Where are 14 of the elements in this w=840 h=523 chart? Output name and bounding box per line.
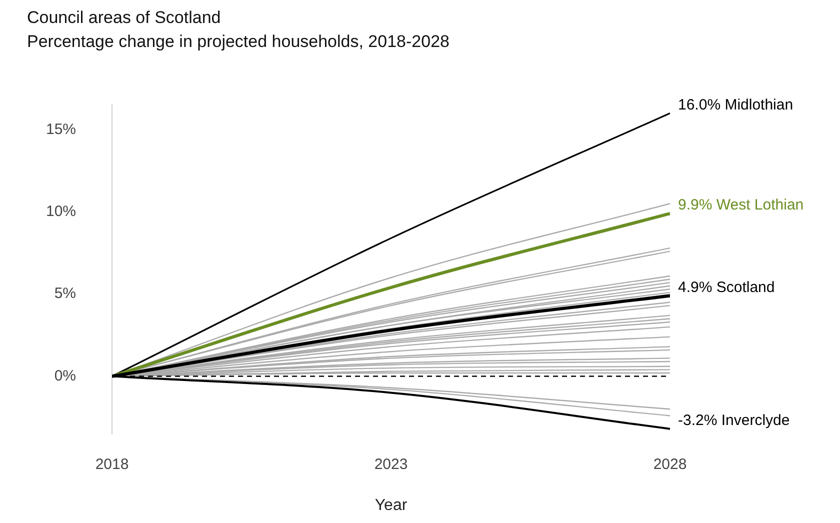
- text: 4.9% Scotland: [678, 278, 775, 296]
- x-axis-title: Year: [374, 496, 408, 514]
- y-tick-label: 10%: [46, 203, 76, 220]
- chart-title: Council areas of Scotland: [27, 7, 222, 29]
- text: 16.0% Midlothian: [678, 96, 794, 114]
- y-tick-label: 15%: [46, 120, 76, 138]
- x-tick-label: 2018: [95, 456, 129, 473]
- x-tick-label: 2028: [653, 456, 687, 473]
- y-tick-label: 0%: [54, 367, 76, 384]
- y-tick-label: 5%: [54, 285, 76, 302]
- text: -3.2% Inverclyde: [678, 412, 790, 430]
- chart-subtitle: Percentage change in projected households, 2018-2028: [27, 31, 450, 53]
- x-tick-label: 2023: [374, 456, 408, 473]
- text: 9.9% West Lothian: [678, 196, 804, 214]
